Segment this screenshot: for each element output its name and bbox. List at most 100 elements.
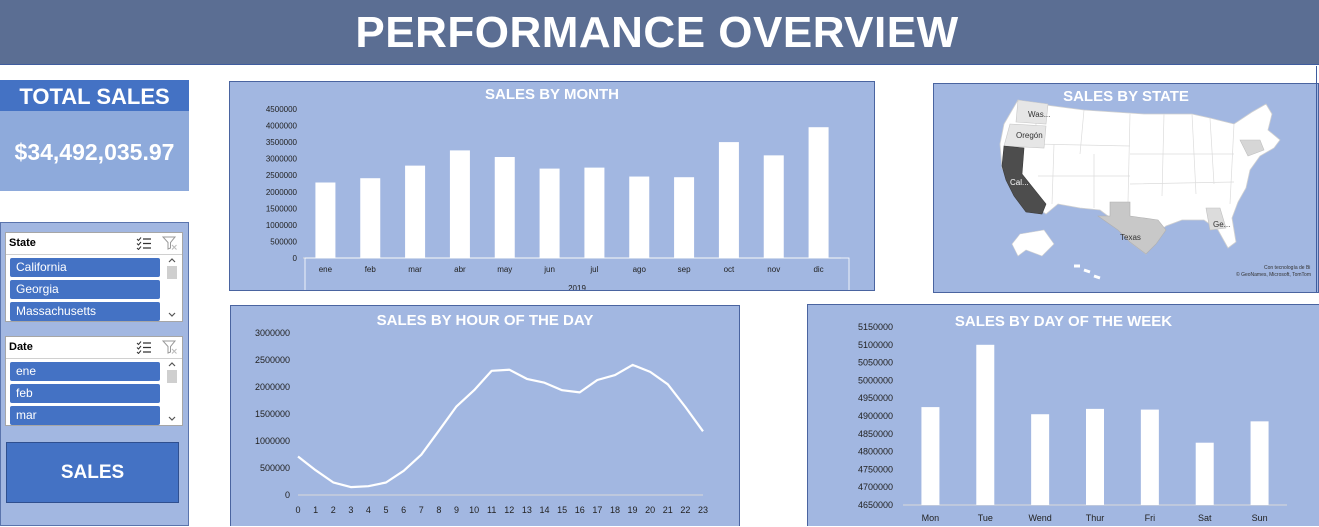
state-item-massachusetts[interactable]: Massachusetts [10, 302, 160, 321]
date-item-mar[interactable]: mar [10, 406, 160, 425]
bar-abr [449, 150, 470, 258]
state-slicer-header: State [9, 235, 178, 253]
sales-by-month-panel: SALES BY MONTH 0 500000 1000000 1500000 2000… [229, 81, 875, 291]
bar-Sat [1195, 442, 1214, 505]
map-washington [1015, 99, 1049, 125]
x-tick-label: 6 [401, 505, 406, 515]
clear-filter-icon[interactable] [161, 340, 178, 354]
x-tick-label: ago [633, 265, 647, 274]
state-slicer[interactable]: State California Georgia Massachusetts [5, 232, 183, 322]
y-tick-label: 2500000 [255, 355, 290, 365]
x-tick-label: nov [767, 265, 780, 274]
y-tick-label: 2500000 [266, 171, 298, 180]
slicer-separator [6, 254, 182, 255]
bar-feb [360, 178, 381, 258]
x-tick-label: 9 [454, 505, 459, 515]
map-georgia [1205, 207, 1227, 231]
y-tick-label: 3000000 [266, 155, 298, 164]
x-tick-label: Fri [1145, 513, 1156, 523]
y-tick-label: 3000000 [255, 328, 290, 338]
x-tick-label: 7 [419, 505, 424, 515]
y-tick-label: 1000000 [255, 436, 290, 446]
map-alaska [1011, 229, 1055, 257]
map-texas [1097, 201, 1167, 255]
y-tick-label: 4500000 [266, 105, 298, 114]
x-tick-label: Thur [1086, 513, 1105, 523]
map-california [1001, 145, 1047, 215]
map-oregon [1003, 123, 1047, 149]
map-frame-line [1316, 66, 1317, 292]
x-tick-label: 4 [366, 505, 371, 515]
sales-by-day-panel: SALES BY DAY OF THE WEEK 4650000 4700000 4… [807, 304, 1319, 526]
x-axis-frame [304, 257, 850, 290]
x-tick-label: 1 [313, 505, 318, 515]
bar-nov [763, 155, 784, 258]
date-slicer-title: Date [9, 341, 33, 353]
y-tick-label: 1000000 [266, 221, 298, 230]
state-scrollbar[interactable] [166, 257, 178, 319]
bar-Thur [1086, 408, 1104, 505]
x-tick-label: Mon [922, 513, 940, 523]
x-tick-label: 8 [436, 505, 441, 515]
state-item-georgia[interactable]: Georgia [10, 280, 160, 299]
y-tick-label: 4950000 [858, 393, 893, 403]
map-label-texas: Texas [1120, 233, 1141, 242]
map-label-california: Cal... [1010, 178, 1029, 187]
bar-Sun [1250, 421, 1269, 505]
x-tick-label: may [497, 265, 512, 274]
date-item-ene[interactable]: ene [10, 362, 160, 381]
x-tick-label: sep [678, 265, 691, 274]
page-title: PERFORMANCE OVERVIEW [355, 8, 959, 57]
bar-jul [584, 167, 605, 258]
x-tick-label: 23 [698, 505, 708, 515]
y-tick-label: 1500000 [255, 409, 290, 419]
date-slicer-header: Date [9, 339, 178, 357]
x-tick-label: abr [454, 265, 466, 274]
sales-by-state-title: SALES BY STATE [1063, 88, 1189, 105]
y-tick-label: 4650000 [858, 500, 893, 510]
sales-button[interactable]: SALES [6, 442, 179, 503]
slicer-panel: State California Georgia Massachusetts [0, 222, 189, 526]
x-tick-label: Tue [978, 513, 993, 523]
header-bar: PERFORMANCE OVERVIEW [0, 0, 1319, 64]
x-tick-label: feb [365, 265, 377, 274]
date-scrollbar[interactable] [166, 361, 178, 423]
date-item-feb[interactable]: feb [10, 384, 160, 403]
x-tick-label: 18 [610, 505, 620, 515]
y-tick-label: 500000 [270, 237, 297, 246]
sales-by-month-title: SALES BY MONTH [485, 86, 619, 103]
header-divider [0, 64, 1319, 65]
us-map[interactable]: Was... Oregón Cal... Texas Ge... Con tec… [934, 84, 1318, 292]
date-slicer[interactable]: Date ene feb mar [5, 336, 183, 426]
state-item-california[interactable]: California [10, 258, 160, 277]
x-tick-label: jun [543, 265, 555, 274]
map-state-lines [1033, 103, 1235, 208]
x-axis-label: 2019 [568, 284, 586, 290]
x-tick-label: 20 [645, 505, 655, 515]
map-attribution-line2: © GeoNames, Microsoft, TomTom [1236, 271, 1311, 278]
x-tick-label: 19 [628, 505, 638, 515]
x-tick-label: 17 [592, 505, 602, 515]
bar-sep [674, 177, 695, 258]
x-tick-label: 13 [522, 505, 532, 515]
y-tick-label: 0 [285, 490, 290, 500]
x-tick-label: mar [408, 265, 422, 274]
multi-select-icon[interactable] [136, 340, 152, 355]
x-tick-label: 10 [469, 505, 479, 515]
bar-Wend [1031, 414, 1050, 505]
bar-ene [315, 182, 336, 258]
x-tick-label: Sun [1252, 513, 1268, 523]
y-tick-label: 4800000 [858, 447, 893, 457]
bar-dic [808, 127, 829, 258]
sales-line [297, 363, 704, 489]
bar-Mon [921, 407, 940, 505]
y-tick-label: 4700000 [858, 482, 893, 492]
clear-filter-icon[interactable] [161, 236, 178, 250]
multi-select-icon[interactable] [136, 236, 152, 251]
y-tick-label: 4000000 [266, 122, 298, 131]
map-hawaii [1074, 264, 1101, 280]
total-sales-value: $34,492,035.97 [0, 111, 189, 191]
slicer-separator [6, 358, 182, 359]
bar-oct [718, 142, 739, 258]
x-tick-label: 15 [557, 505, 567, 515]
